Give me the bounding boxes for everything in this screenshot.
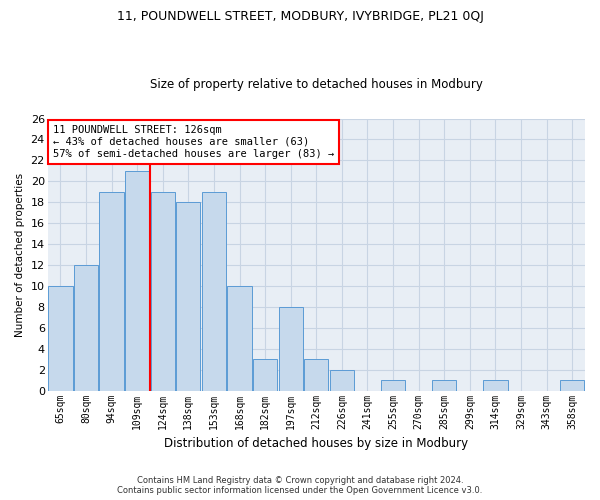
Bar xyxy=(176,202,200,390)
Bar xyxy=(48,286,73,391)
Bar xyxy=(381,380,405,390)
Text: 11, POUNDWELL STREET, MODBURY, IVYBRIDGE, PL21 0QJ: 11, POUNDWELL STREET, MODBURY, IVYBRIDGE… xyxy=(116,10,484,23)
Bar xyxy=(483,380,508,390)
Bar xyxy=(560,380,584,390)
Bar xyxy=(432,380,457,390)
Bar xyxy=(74,265,98,390)
Title: Size of property relative to detached houses in Modbury: Size of property relative to detached ho… xyxy=(150,78,483,91)
Bar xyxy=(202,192,226,390)
Bar xyxy=(330,370,354,390)
Bar xyxy=(278,307,303,390)
Text: 11 POUNDWELL STREET: 126sqm
← 43% of detached houses are smaller (63)
57% of sem: 11 POUNDWELL STREET: 126sqm ← 43% of det… xyxy=(53,126,334,158)
Bar xyxy=(304,359,328,390)
X-axis label: Distribution of detached houses by size in Modbury: Distribution of detached houses by size … xyxy=(164,437,469,450)
Text: Contains HM Land Registry data © Crown copyright and database right 2024.
Contai: Contains HM Land Registry data © Crown c… xyxy=(118,476,482,495)
Bar xyxy=(125,171,149,390)
Y-axis label: Number of detached properties: Number of detached properties xyxy=(15,172,25,336)
Bar xyxy=(151,192,175,390)
Bar xyxy=(227,286,251,391)
Bar xyxy=(100,192,124,390)
Bar xyxy=(253,359,277,390)
